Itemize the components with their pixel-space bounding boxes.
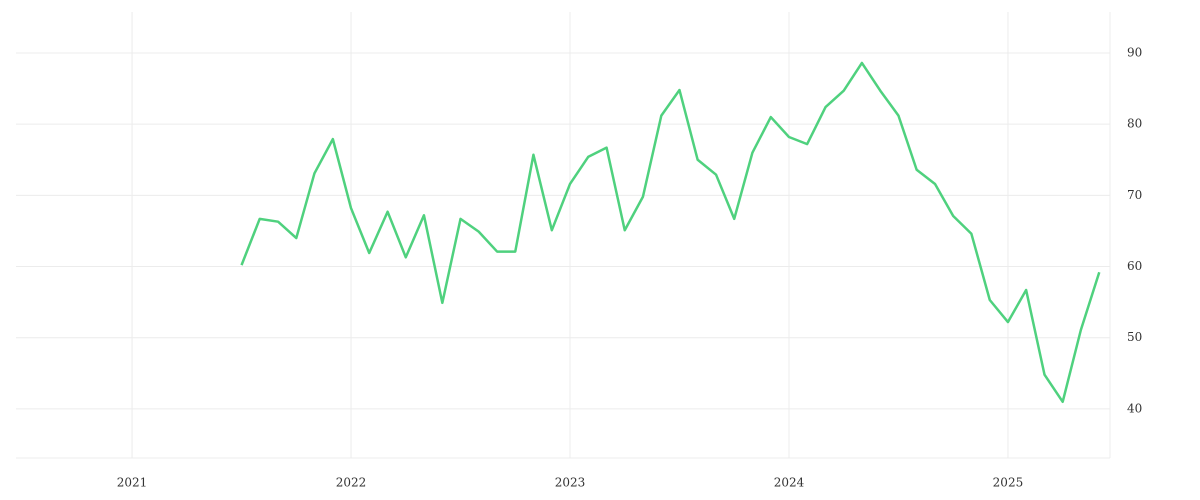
x-tick-label: 2022 <box>336 476 367 490</box>
y-tick-label: 40 <box>1127 401 1142 415</box>
x-tick-label: 2021 <box>117 476 148 490</box>
y-tick-label: 60 <box>1127 259 1142 273</box>
y-tick-label: 50 <box>1127 330 1142 344</box>
x-tick-label: 2025 <box>993 476 1024 490</box>
y-tick-label: 90 <box>1127 45 1142 59</box>
y-tick-label: 70 <box>1127 188 1142 202</box>
x-tick-label: 2023 <box>555 476 586 490</box>
y-tick-label: 80 <box>1127 117 1142 131</box>
x-tick-label: 2024 <box>774 476 805 490</box>
data-line <box>240 61 1101 404</box>
